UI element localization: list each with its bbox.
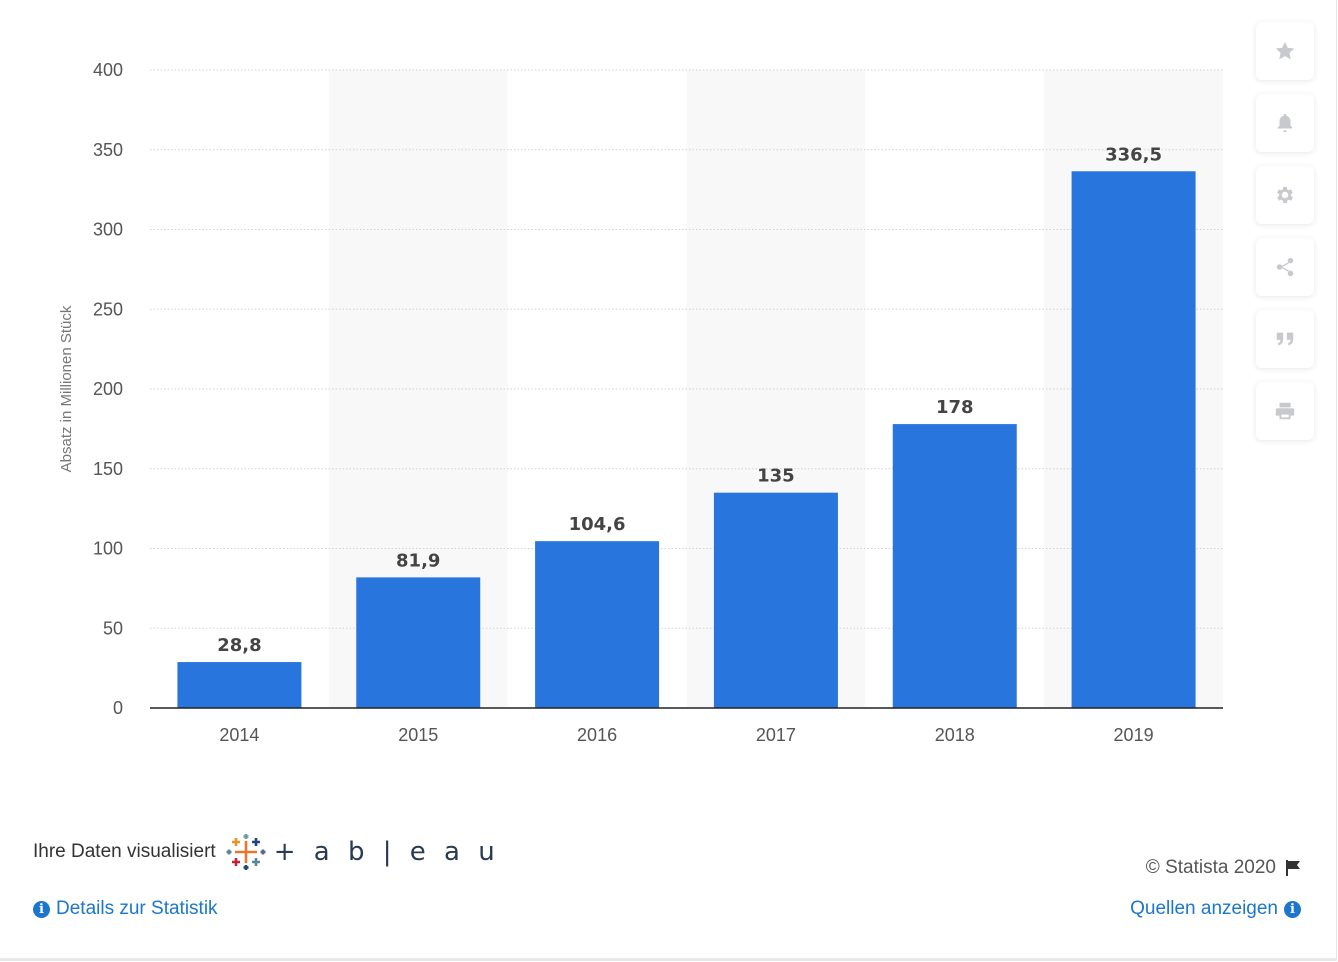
share-icon (1276, 257, 1294, 277)
x-axis-ticks: 2014 2015 2016 2017 2018 2019 (219, 725, 1153, 745)
gear-icon (1277, 187, 1293, 203)
y-tick-label: 100 (93, 539, 123, 559)
y-tick-label: 250 (93, 299, 123, 319)
x-tick-label: 2015 (398, 725, 438, 745)
flag-icon[interactable] (1284, 859, 1302, 877)
x-tick-label: 2019 (1114, 725, 1154, 745)
share-button[interactable] (1256, 238, 1314, 296)
y-tick-label: 0 (113, 698, 123, 718)
info-icon: i (33, 900, 50, 918)
settings-button[interactable] (1256, 166, 1314, 224)
info-icon: i (1284, 900, 1301, 918)
bar-chart: 0 50 100 150 200 250 300 350 400 28,8 81,9 104,6 13… (58, 60, 1223, 745)
value-labels: 28,8 81,9 104,6 135 178 336,5 (217, 144, 1162, 656)
gridlines (150, 69, 1223, 629)
bar[interactable] (892, 424, 1017, 708)
tableau-logo[interactable]: + a b | e a u (226, 832, 500, 872)
details-link-label: Details zur Statistik (56, 898, 218, 919)
value-label: 81,9 (396, 550, 440, 571)
value-label: 104,6 (569, 514, 626, 535)
x-tick-label: 2016 (577, 725, 617, 745)
y-tick-label: 200 (93, 379, 123, 399)
notification-button[interactable] (1256, 94, 1314, 152)
print-icon (1275, 402, 1295, 420)
bell-icon (1277, 113, 1293, 133)
print-button[interactable] (1256, 382, 1314, 440)
bar[interactable] (535, 541, 660, 708)
value-label: 336,5 (1105, 144, 1162, 165)
copyright-text: © Statista 2020 (1145, 857, 1276, 878)
value-label: 135 (757, 466, 795, 487)
favorite-button[interactable] (1256, 22, 1314, 80)
bar[interactable] (177, 662, 302, 708)
y-axis-ticks: 0 50 100 150 200 250 300 350 400 (93, 60, 123, 718)
star-icon (1275, 41, 1295, 60)
y-tick-label: 300 (93, 220, 123, 240)
bar[interactable] (356, 577, 481, 708)
bar[interactable] (1071, 171, 1196, 709)
bars (177, 171, 1196, 709)
y-axis-label: Absatz in Millionen Stück (58, 305, 75, 472)
quote-icon (1276, 332, 1294, 346)
bar[interactable] (713, 492, 838, 708)
sources-link[interactable]: Quellen anzeigen i (1130, 898, 1301, 920)
value-label: 28,8 (217, 635, 261, 656)
y-tick-label: 150 (93, 459, 123, 479)
y-tick-label: 350 (93, 140, 123, 160)
x-tick-label: 2018 (935, 725, 975, 745)
x-tick-label: 2014 (219, 725, 259, 745)
side-toolbar (1256, 22, 1314, 454)
tableau-wordmark: + a b | e a u (273, 837, 500, 867)
value-label: 178 (936, 397, 974, 418)
visualized-text: Ihre Daten visualisiert (33, 841, 216, 862)
x-tick-label: 2017 (756, 725, 796, 745)
details-link[interactable]: i Details zur Statistik (33, 898, 218, 920)
cite-button[interactable] (1256, 310, 1314, 368)
tableau-attribution: Ihre Daten visualisiert + a b | e a u (33, 832, 500, 872)
sources-link-label: Quellen anzeigen (1130, 898, 1278, 919)
copyright: © Statista 2020 (1146, 857, 1302, 879)
tableau-cross-icon (226, 834, 266, 870)
y-tick-label: 400 (93, 60, 123, 80)
y-tick-label: 50 (103, 618, 123, 638)
